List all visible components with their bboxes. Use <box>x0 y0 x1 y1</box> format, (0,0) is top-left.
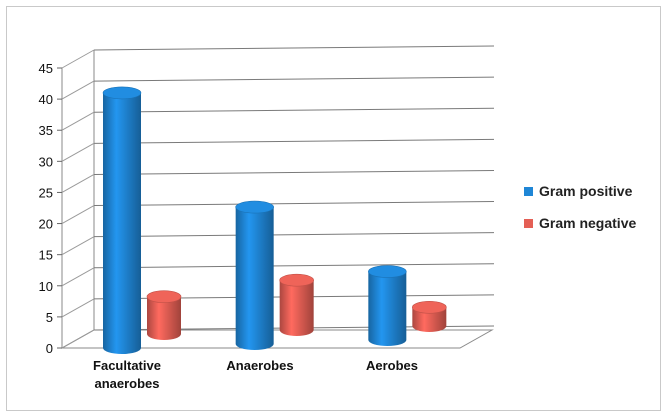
depth-gridline-30 <box>61 142 95 162</box>
x-label-aerobes: Aerobes <box>366 358 418 373</box>
depth-gridline-35 <box>61 111 95 131</box>
x-label-facultative-anaerobes: Facultative anaerobes <box>93 358 161 391</box>
gridline-35 <box>93 107 495 113</box>
depth-gridline-5 <box>61 298 95 318</box>
y-tick-label-20: 20 <box>39 217 53 232</box>
legend-swatch-gram-negative <box>524 218 533 228</box>
y-tick-label-15: 15 <box>39 248 53 263</box>
depth-gridline-15 <box>61 236 95 256</box>
legend: Gram positive Gram negative <box>524 180 636 244</box>
legend-swatch-gram-positive <box>524 186 533 196</box>
gridline-10 <box>93 263 495 269</box>
y-tick-label-30: 30 <box>39 154 53 169</box>
x-axis-labels: Facultative anaerobes Anaerobes Aerobes <box>93 358 418 391</box>
x-label-anaerobes: Anaerobes <box>226 358 293 373</box>
depth-gridline-0 <box>61 329 95 349</box>
gridlines <box>57 45 495 349</box>
y-tick-label-5: 5 <box>46 310 53 325</box>
gridline-15 <box>93 232 495 238</box>
gridline-30 <box>93 138 495 144</box>
y-tick-label-40: 40 <box>39 92 53 107</box>
depth-gridline-45 <box>61 49 95 69</box>
depth-gridline-10 <box>61 267 95 287</box>
gridline-20 <box>93 201 495 207</box>
gridline-25 <box>93 169 495 175</box>
legend-item-gram-negative: Gram negative <box>524 212 636 234</box>
gridline-45 <box>93 45 495 51</box>
legend-label-gram-negative: Gram negative <box>539 215 637 231</box>
y-tick-label-35: 35 <box>39 123 53 138</box>
bars <box>102 86 447 354</box>
y-tick-label-10: 10 <box>39 279 53 294</box>
legend-label-gram-positive: Gram positive <box>539 183 633 199</box>
y-tick-label-25: 25 <box>39 185 53 200</box>
depth-gridline-20 <box>61 205 95 224</box>
depth-gridline-40 <box>61 80 95 100</box>
depth-gridline-25 <box>61 174 95 193</box>
bar-gram-negative-anaerobes <box>279 273 314 336</box>
y-tick-label-45: 45 <box>39 61 53 76</box>
bar-gram-negative-facultative-anaerobes <box>146 290 182 340</box>
side-wall <box>61 50 95 349</box>
bar-gram-positive-anaerobes <box>235 200 274 350</box>
bar-gram-positive-aerobes <box>368 265 407 346</box>
gridline-40 <box>93 76 495 82</box>
bar-gram-negative-aerobes <box>412 301 447 332</box>
y-tick-label-0: 0 <box>46 341 53 356</box>
y-axis-ticks: 0 5 10 15 20 25 30 35 40 45 <box>39 61 53 356</box>
bar-gram-positive-facultative-anaerobes <box>102 86 142 354</box>
legend-item-gram-positive: Gram positive <box>524 180 636 202</box>
